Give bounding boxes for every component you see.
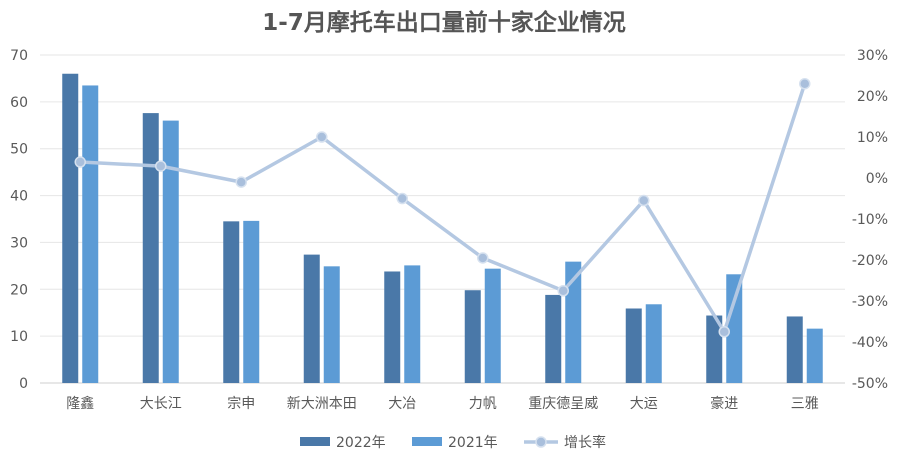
right-tick-label: -50% bbox=[852, 376, 888, 392]
legend-label: 增长率 bbox=[564, 434, 606, 451]
left-tick-label: 50 bbox=[10, 142, 28, 158]
growth-point bbox=[557, 285, 569, 297]
category-label: 宗申 bbox=[227, 396, 255, 412]
right-axis: -50% -40% -30% -20% -10% 0% 10% 20% 30% bbox=[852, 48, 888, 392]
category-label: 大运 bbox=[630, 396, 658, 412]
right-tick-label: -30% bbox=[852, 294, 888, 310]
left-tick-label: 40 bbox=[10, 189, 28, 205]
bars bbox=[62, 73, 823, 384]
growth-point bbox=[718, 326, 730, 338]
category-label: 大长江 bbox=[140, 396, 182, 412]
category-label: 豪进 bbox=[710, 396, 738, 412]
left-tick-label: 20 bbox=[10, 282, 28, 298]
bar-2022年 bbox=[62, 73, 79, 383]
category-label: 力帆 bbox=[469, 396, 497, 412]
bar-2022年 bbox=[706, 315, 723, 383]
right-tick-label: -10% bbox=[852, 212, 888, 228]
growth-point bbox=[396, 192, 408, 205]
legend-swatch bbox=[412, 437, 442, 446]
bar-2021年 bbox=[82, 85, 99, 383]
bar-2022年 bbox=[142, 113, 159, 384]
bar-2021年 bbox=[806, 328, 823, 383]
category-label: 重庆德呈威 bbox=[528, 396, 598, 412]
bar-2022年 bbox=[545, 294, 562, 383]
growth-point bbox=[74, 156, 86, 168]
growth-point bbox=[799, 77, 811, 90]
growth-point bbox=[638, 194, 650, 207]
bar-2022年 bbox=[384, 271, 401, 383]
legend-marker bbox=[535, 436, 547, 448]
left-tick-label: 30 bbox=[10, 235, 28, 251]
legend-label: 2021年 bbox=[448, 435, 498, 451]
right-tick-label: 20% bbox=[857, 89, 888, 105]
right-tick-label: 30% bbox=[857, 48, 888, 64]
growth-point bbox=[155, 160, 167, 172]
chart-title: 1-7月摩托车出口量前十家企业情况 bbox=[262, 9, 626, 36]
category-labels: 隆鑫 大长江 宗申 新大洲本田 大冶 力帆 重庆德呈威 大运 豪进 三雅 bbox=[66, 395, 819, 412]
bar-2021年 bbox=[243, 220, 260, 383]
bar-2022年 bbox=[625, 308, 642, 383]
bar-2022年 bbox=[303, 254, 320, 383]
left-axis: 0 10 20 30 40 50 60 70 bbox=[10, 48, 28, 392]
bar-2022年 bbox=[223, 221, 240, 383]
bar-2021年 bbox=[565, 261, 582, 383]
left-tick-label: 60 bbox=[10, 95, 28, 111]
growth-line bbox=[74, 77, 811, 338]
growth-line-path bbox=[80, 83, 807, 334]
right-tick-label: 0% bbox=[866, 171, 888, 187]
bar-2022年 bbox=[464, 290, 481, 383]
left-tick-label: 10 bbox=[10, 329, 28, 345]
bar-2021年 bbox=[404, 265, 421, 383]
left-tick-label: 0 bbox=[19, 376, 28, 392]
category-label: 隆鑫 bbox=[66, 395, 94, 412]
bar-2021年 bbox=[484, 268, 501, 383]
bar-2021年 bbox=[645, 304, 662, 383]
bar-2021年 bbox=[162, 120, 179, 383]
right-tick-label: -20% bbox=[852, 253, 888, 269]
left-tick-label: 70 bbox=[10, 48, 28, 64]
legend-label: 2022年 bbox=[336, 435, 386, 451]
bar-2022年 bbox=[786, 316, 803, 383]
category-label: 新大洲本田 bbox=[287, 396, 357, 412]
bar-2021年 bbox=[726, 274, 743, 383]
right-tick-label: -40% bbox=[852, 335, 888, 351]
category-label: 三雅 bbox=[791, 396, 819, 412]
category-label: 大冶 bbox=[388, 396, 416, 412]
growth-point bbox=[235, 176, 247, 188]
growth-point bbox=[477, 252, 489, 264]
right-tick-label: 10% bbox=[857, 130, 888, 146]
legend: 2022年 2021年 增长率 bbox=[300, 434, 606, 451]
bar-2021年 bbox=[323, 266, 340, 383]
growth-point bbox=[316, 131, 328, 143]
legend-swatch bbox=[300, 437, 330, 446]
